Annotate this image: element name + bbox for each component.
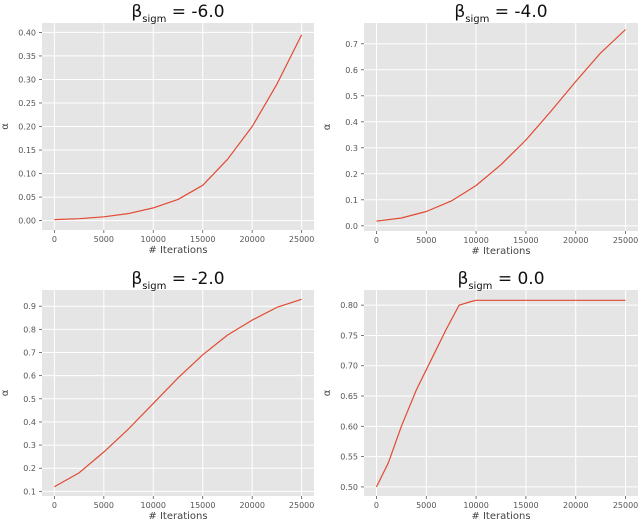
title-subscript: sigm: [465, 14, 489, 25]
y-tick-label: 0.0: [345, 222, 358, 231]
chart-title: βsigm = -2.0: [131, 269, 224, 292]
y-tick-label: 0.4: [345, 118, 358, 127]
x-tick-label: 20000: [239, 235, 264, 244]
title-value: = 0.0: [492, 269, 544, 289]
x-tick-label: 20000: [239, 501, 264, 510]
y-tick-label: 0.00: [18, 217, 36, 226]
y-tick-label: 0.25: [18, 99, 36, 108]
x-tick-label: 25000: [289, 501, 314, 510]
x-axis-label: # Iterations: [471, 511, 530, 522]
y-tick-label: 0.10: [18, 170, 36, 179]
y-tick-label: 0.9: [23, 302, 36, 311]
x-tick-label: 5000: [94, 501, 114, 510]
y-tick-label: 0.55: [340, 453, 358, 462]
chart-panel-beta-minus-4: 0 5000 10000 15000 20000 25000 0.0 0.1 0.2 0.3 0.4…: [322, 2, 638, 257]
y-tick-label: 0.3: [345, 144, 358, 153]
x-tick-label: 0: [52, 501, 57, 510]
series-line: [54, 34, 303, 221]
y-tick-label: 0.50: [340, 483, 358, 492]
x-axis-label: # Iterations: [148, 511, 207, 522]
x-tick-label: 5000: [94, 235, 114, 244]
chart-panel-beta-zero: 0 5000 10000 15000 20000 25000 0.50 0.55 0.60 0.6…: [322, 269, 638, 522]
x-tick-label: 15000: [513, 501, 538, 510]
title-symbol: β: [457, 269, 468, 289]
y-tick-label: 0.1: [23, 487, 36, 496]
x-axis-label: # Iterations: [471, 246, 530, 257]
series-line: [54, 298, 302, 488]
y-tick-label: 0.80: [340, 301, 358, 310]
y-tick-label: 0.35: [18, 52, 36, 61]
y-tick-label: 0.6: [23, 372, 36, 381]
series-line: [376, 29, 626, 222]
x-tick-label: 15000: [513, 236, 538, 245]
chart-title: βsigm = -4.0: [454, 2, 547, 25]
x-tick-label: 20000: [563, 236, 588, 245]
y-tick-label: 0.30: [18, 75, 36, 84]
x-tick-label: 20000: [563, 501, 588, 510]
title-subscript: sigm: [468, 281, 492, 292]
y-tick-label: 0.6: [345, 66, 358, 75]
x-tick-label: 0: [374, 501, 379, 510]
y-tick-label: 0.20: [18, 123, 36, 132]
plot-background: [364, 290, 638, 496]
y-tick-label: 0.60: [340, 422, 358, 431]
x-tick-label: 15000: [190, 501, 215, 510]
y-tick-label: 0.1: [345, 196, 358, 205]
y-tick-label: 0.4: [23, 418, 36, 427]
title-symbol: β: [131, 269, 142, 289]
x-tick-label: 10000: [463, 236, 488, 245]
y-tick-label: 0.2: [23, 464, 36, 473]
title-value: = -6.0: [166, 2, 224, 22]
x-tick-label: 25000: [289, 235, 314, 244]
series-line: [375, 299, 626, 488]
title-symbol: β: [454, 2, 465, 22]
y-tick-label: 0.2: [345, 170, 358, 179]
title-subscript: sigm: [142, 281, 166, 292]
x-tick-label: 25000: [613, 236, 638, 245]
chart-panel-beta-minus-2: 0 5000 10000 15000 20000 25000 0.1 0.2 0.3 0.4 0.5…: [0, 269, 314, 522]
plot-background: [364, 23, 638, 231]
y-tick-label: 0.5: [23, 395, 36, 404]
x-tick-label: 10000: [141, 235, 166, 244]
y-axis-label: α: [322, 389, 333, 396]
x-tick-label: 5000: [416, 236, 436, 245]
y-tick-label: 0.7: [23, 348, 36, 357]
y-tick-label: 0.40: [18, 28, 36, 37]
y-tick-label: 0.15: [18, 146, 36, 155]
plot-background: [42, 290, 314, 496]
y-axis-label: α: [0, 123, 11, 130]
y-tick-label: 0.70: [340, 362, 358, 371]
title-value: = -4.0: [489, 2, 547, 22]
x-tick-label: 15000: [190, 235, 215, 244]
y-tick-label: 0.8: [23, 325, 36, 334]
title-value: = -2.0: [166, 269, 224, 289]
x-tick-label: 10000: [141, 501, 166, 510]
x-tick-label: 25000: [613, 501, 638, 510]
title-subscript: sigm: [142, 14, 166, 25]
x-axis-label: # Iterations: [148, 245, 207, 256]
x-tick-label: 0: [374, 236, 379, 245]
y-tick-label: 0.7: [345, 40, 358, 49]
title-symbol: β: [131, 2, 142, 22]
x-tick-label: 5000: [416, 501, 436, 510]
y-axis-label: α: [0, 389, 11, 396]
chart-panel-beta-minus-6: 0 5000 10000 15000 20000 25000 0.00 0.05 0.10 0.1…: [0, 2, 314, 256]
y-axis-label: α: [322, 123, 333, 130]
y-tick-label: 0.75: [340, 331, 358, 340]
chart-title: βsigm = 0.0: [457, 269, 544, 292]
y-tick-label: 0.5: [345, 92, 358, 101]
chart-title: βsigm = -6.0: [131, 2, 224, 25]
y-tick-label: 0.05: [18, 193, 36, 202]
y-tick-label: 0.3: [23, 441, 36, 450]
x-tick-label: 0: [52, 235, 57, 244]
x-tick-label: 10000: [463, 501, 488, 510]
y-tick-label: 0.65: [340, 392, 358, 401]
